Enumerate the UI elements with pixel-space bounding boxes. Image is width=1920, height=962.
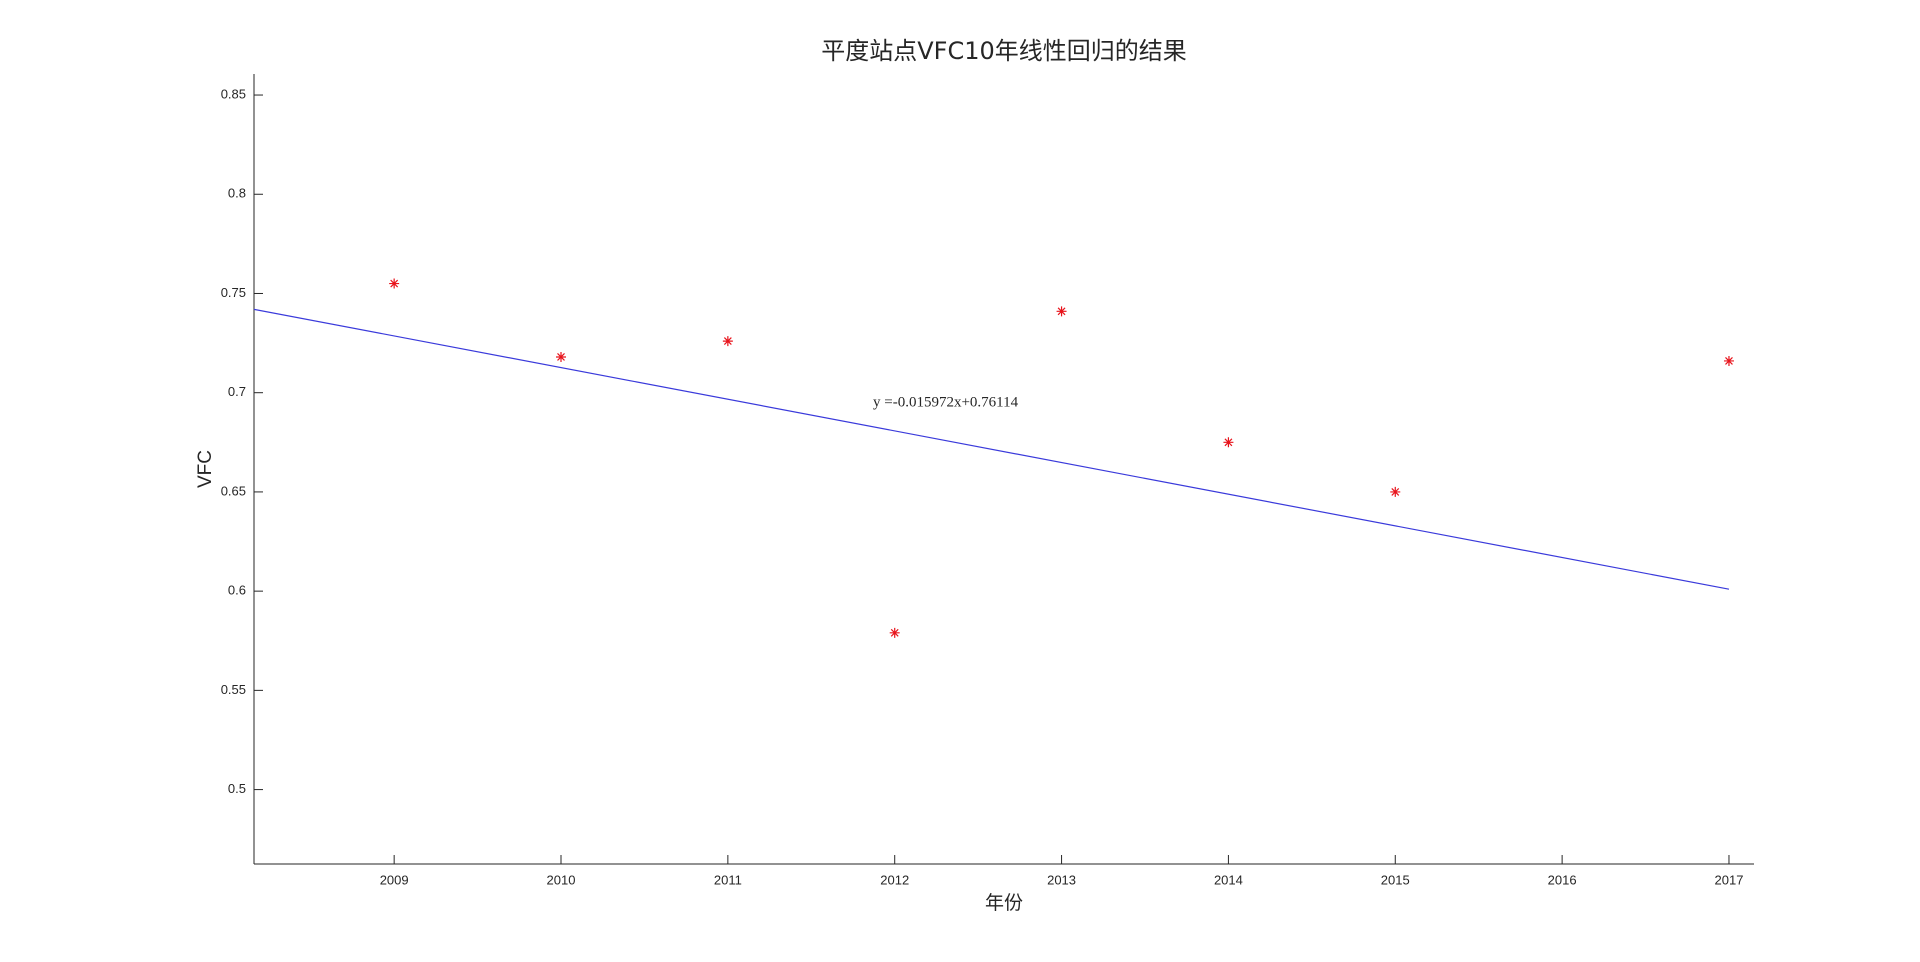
x-tick-label: 2011 bbox=[714, 872, 742, 887]
x-tick-label: 2015 bbox=[1381, 872, 1410, 887]
data-point bbox=[389, 278, 400, 289]
x-tick-label: 2010 bbox=[547, 872, 576, 887]
data-point bbox=[889, 627, 900, 638]
y-tick-label: 0.8 bbox=[228, 186, 246, 201]
x-tick-label: 2012 bbox=[880, 872, 909, 887]
x-tick-label: 2016 bbox=[1548, 872, 1577, 887]
y-tick-label: 0.85 bbox=[221, 86, 246, 101]
chart-title: 平度站点VFC10年线性回归的结果 bbox=[821, 37, 1187, 65]
y-tick-label: 0.5 bbox=[228, 781, 246, 796]
annotation: y =-0.015972x+0.76114 bbox=[873, 394, 1019, 410]
data-point bbox=[1223, 437, 1234, 448]
data-point bbox=[722, 336, 733, 347]
x-tick-label: 2009 bbox=[380, 872, 409, 887]
y-tick-label: 0.6 bbox=[228, 583, 246, 598]
x-tick-label: 2013 bbox=[1047, 872, 1076, 887]
x-tick-label: 2014 bbox=[1214, 872, 1243, 887]
regression-line bbox=[253, 308, 1730, 590]
y-tick-label: 0.75 bbox=[221, 285, 246, 300]
data-point bbox=[1723, 355, 1734, 366]
data-point bbox=[1390, 486, 1401, 497]
y-tick-label: 0.65 bbox=[221, 483, 246, 498]
data-point bbox=[1056, 306, 1067, 317]
y-tick-label: 0.7 bbox=[228, 384, 246, 399]
y-axis-label: VFC bbox=[195, 450, 216, 488]
x-axis-label: 年份 bbox=[985, 892, 1023, 914]
data-point bbox=[556, 351, 567, 362]
x-tick-label: 2017 bbox=[1715, 872, 1744, 887]
y-tick-label: 0.55 bbox=[221, 682, 246, 697]
